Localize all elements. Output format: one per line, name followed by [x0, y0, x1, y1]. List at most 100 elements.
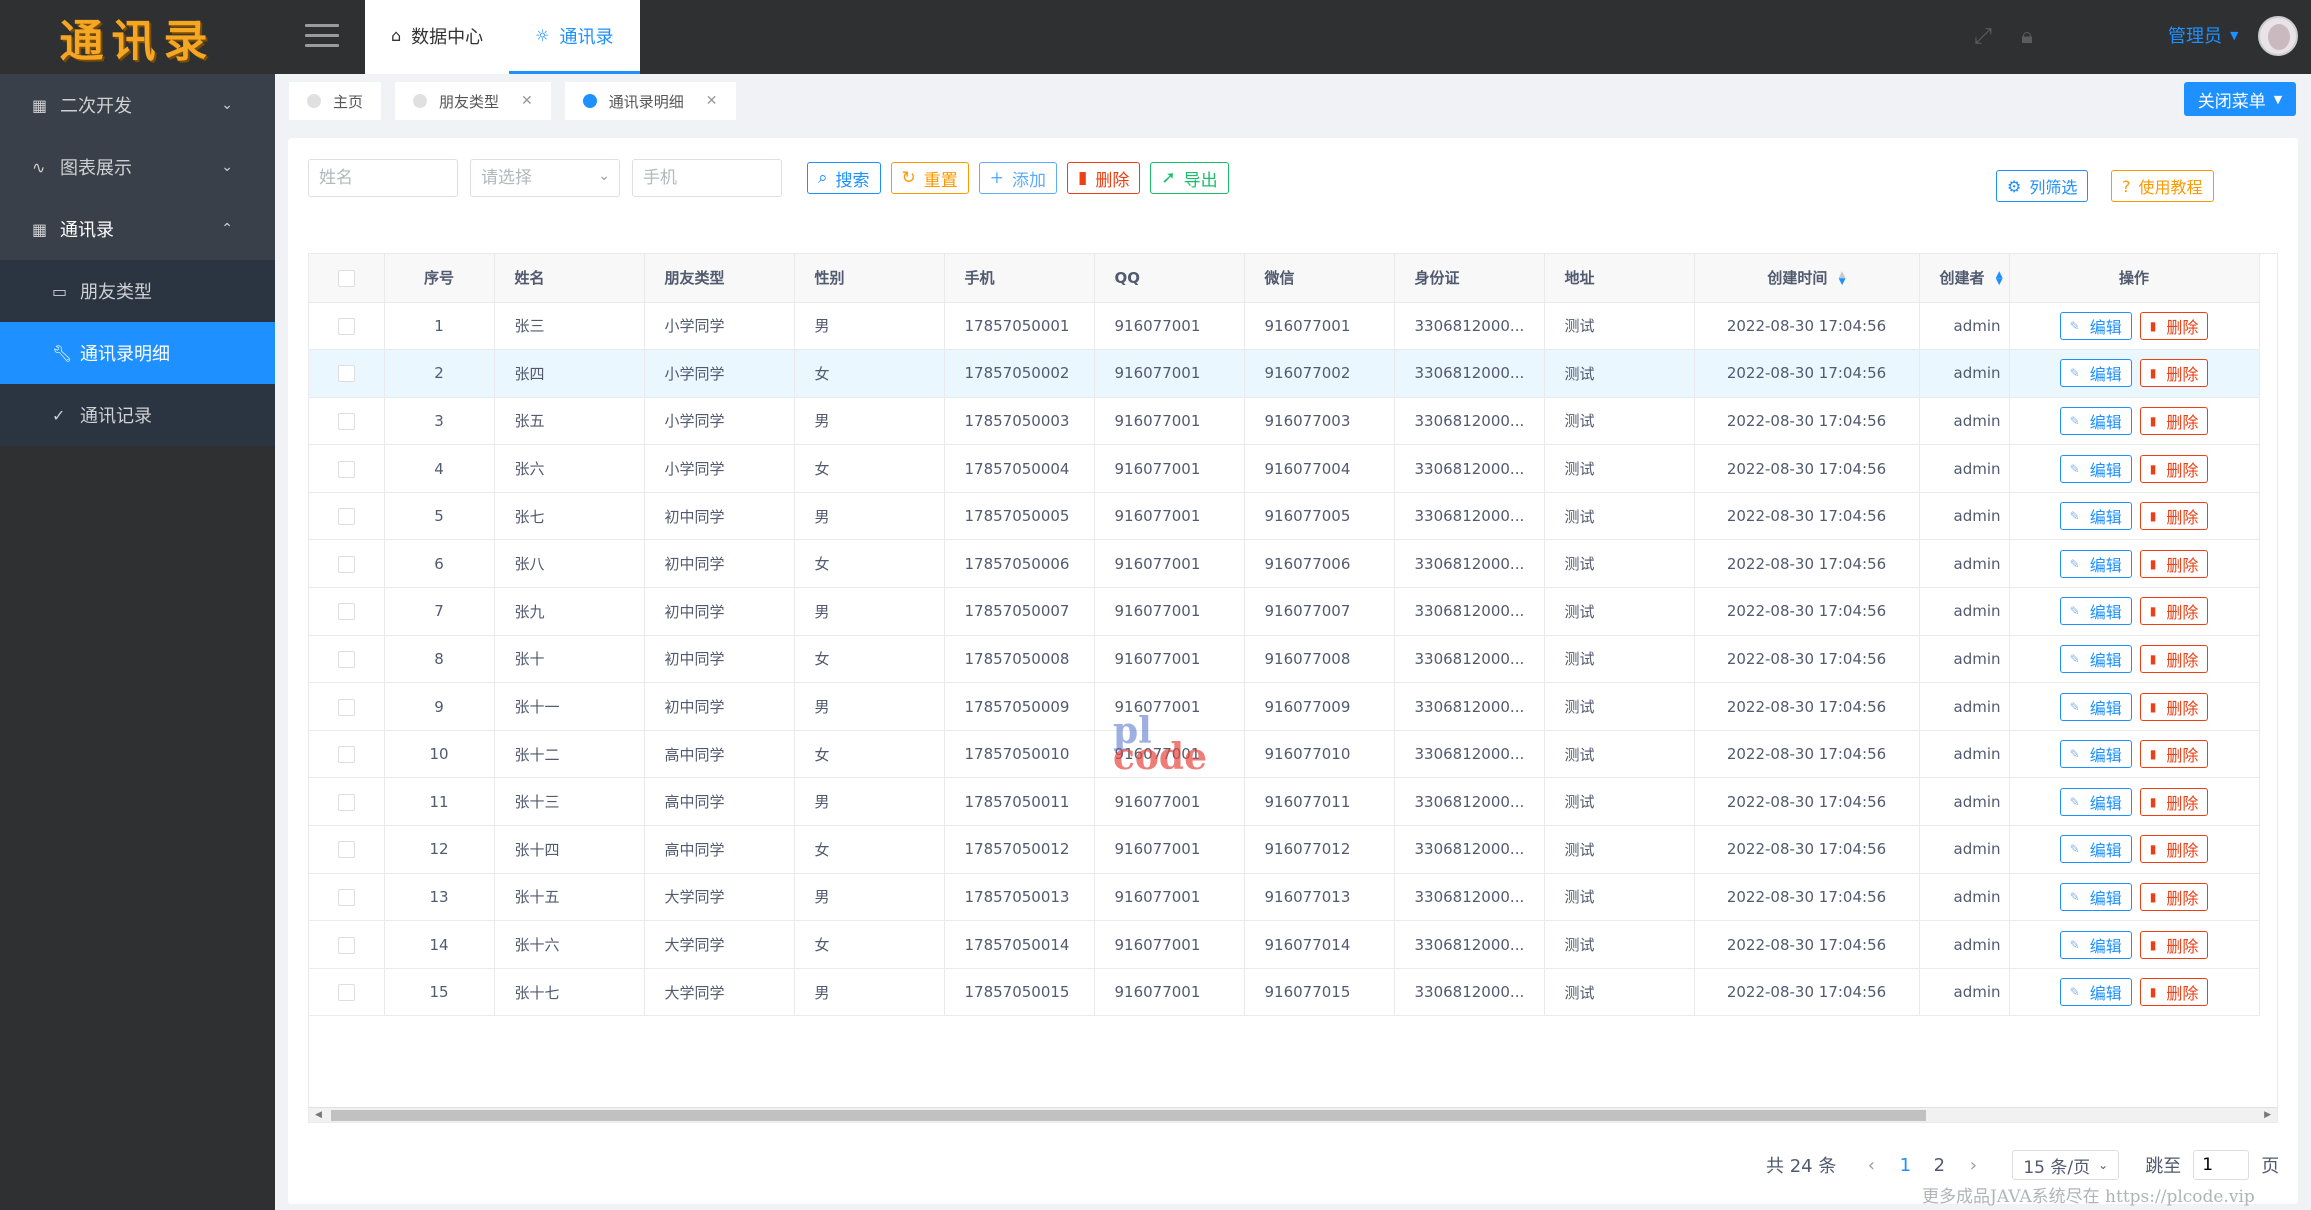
sidebar-item-call-records[interactable]: ✓ 通讯记录 — [0, 384, 275, 446]
delete-button[interactable]: ▮ 删除 — [2139, 882, 2209, 911]
table-row[interactable]: 1 张三 小学同学男 17857050001 916077001 916077001 330… — [309, 302, 2260, 351]
row-checkbox[interactable] — [337, 888, 355, 906]
row-checkbox[interactable] — [337, 841, 355, 859]
edit-button[interactable]: ✎ 编辑 — [2059, 502, 2132, 531]
page-size-select[interactable]: 15 条/页 ⌄ — [2012, 1150, 2120, 1180]
select-all-checkbox[interactable] — [337, 269, 355, 287]
edit-button[interactable]: ✎ 编辑 — [2059, 644, 2132, 673]
table-row[interactable]: 12 张十四 高中同学女 17857050012 916077001 916077012 3… — [309, 825, 2260, 874]
row-checkbox[interactable] — [337, 746, 355, 764]
table-row[interactable]: 5 张七 初中同学男 17857050005 916077001 916077005 330… — [309, 492, 2260, 541]
column-filter-button[interactable]: ⚙ 列筛选 — [1996, 170, 2089, 202]
close-icon[interactable]: ✕ — [521, 93, 533, 109]
col-header-created-time[interactable]: 创建时间 ▲ ▼ — [1694, 254, 1920, 303]
delete-button[interactable]: ▮ 删除 — [2139, 502, 2209, 531]
name-input[interactable] — [308, 159, 458, 197]
fullscreen-icon[interactable]: ⤢ — [1974, 24, 1992, 49]
edit-button[interactable]: ✎ 编辑 — [2059, 740, 2132, 769]
export-button[interactable]: ➚ 导出 — [1150, 162, 1229, 194]
sort-icon[interactable]: ▲ ▼ — [1995, 269, 2003, 287]
scrollbar-thumb[interactable] — [331, 1110, 1926, 1121]
sort-icon[interactable]: ▲ ▼ — [1838, 269, 1846, 287]
sidebar-item-contacts[interactable]: ▦ 通讯录 ⌃ — [0, 198, 275, 260]
edit-button[interactable]: ✎ 编辑 — [2059, 978, 2132, 1007]
row-checkbox[interactable] — [337, 508, 355, 526]
row-checkbox[interactable] — [337, 650, 355, 668]
delete-button[interactable]: ▮ 删除 — [2139, 406, 2209, 435]
table-row[interactable]: 14 张十六 大学同学女 17857050014 916077001 916077014 3… — [309, 920, 2260, 969]
delete-button[interactable]: ▮ 删除 — [2139, 644, 2209, 673]
add-button[interactable]: + 添加 — [978, 162, 1058, 194]
row-checkbox[interactable] — [337, 365, 355, 383]
table-row[interactable]: 8 张十 初中同学女 17857050008 916077001 916077008 330… — [309, 635, 2260, 684]
horizontal-scrollbar[interactable]: ◀ ▶ — [309, 1107, 2277, 1122]
delete-button[interactable]: ▮ 删除 — [2139, 978, 2209, 1007]
edit-button[interactable]: ✎ 编辑 — [2059, 597, 2132, 626]
row-checkbox[interactable] — [337, 936, 355, 954]
row-checkbox[interactable] — [337, 317, 355, 335]
reset-button[interactable]: ↻ 重置 — [890, 162, 969, 194]
friend-type-select[interactable]: ⌄ — [470, 159, 620, 197]
tutorial-button[interactable]: ? 使用教程 — [2111, 170, 2214, 202]
delete-button[interactable]: ▮ 删除 — [2139, 359, 2209, 388]
lock-icon[interactable]: 🔒︎ — [2021, 24, 2033, 49]
page-2[interactable]: 2 — [1933, 1154, 1946, 1176]
sidebar-item-charts[interactable]: ∿ 图表展示 ⌄ — [0, 136, 275, 198]
table-row[interactable]: 7 张九 初中同学男 17857050007 916077001 916077007 330… — [309, 587, 2260, 636]
table-row[interactable]: 15 张十七 大学同学男 17857050015 916077001 916077015 3… — [309, 968, 2260, 1017]
delete-button[interactable]: ▮ 删除 — [2139, 930, 2209, 959]
row-checkbox[interactable] — [337, 698, 355, 716]
delete-button[interactable]: ▮ 删除 — [2139, 787, 2209, 816]
table-row[interactable]: 6 张八 初中同学女 17857050006 916077001 916077006 330… — [309, 539, 2260, 589]
search-button[interactable]: ⌕ 搜索 — [807, 162, 881, 194]
jump-page-input[interactable] — [2193, 1150, 2250, 1180]
phone-input[interactable] — [632, 159, 782, 197]
table-row[interactable]: 10 张十二 高中同学女 17857050010 916077001 916077010 3… — [309, 730, 2260, 779]
table-row[interactable]: 13 张十五 大学同学男 17857050013 916077001 916077013 3… — [309, 873, 2260, 922]
page-tab-home[interactable]: 主页 — [289, 82, 382, 120]
col-header-creator[interactable]: 创建者 ▲ ▼ — [1919, 254, 2010, 303]
page-tab-contact-detail[interactable]: 通讯录明细 ✕ — [564, 82, 736, 120]
sidebar-item-contact-detail[interactable]: 🔧︎ 通讯录明细 — [0, 322, 275, 384]
next-page-icon[interactable]: › — [1969, 1154, 1977, 1176]
row-checkbox[interactable] — [337, 460, 355, 478]
table-row[interactable]: 9 张十一 初中同学男 17857050009 916077001 916077009 33… — [309, 682, 2260, 731]
scroll-left-icon[interactable]: ◀ — [315, 1110, 322, 1120]
avatar[interactable] — [2258, 16, 2298, 56]
scroll-right-icon[interactable]: ▶ — [2264, 1110, 2271, 1120]
edit-button[interactable]: ✎ 编辑 — [2059, 311, 2132, 340]
edit-button[interactable]: ✎ 编辑 — [2059, 549, 2132, 578]
delete-button[interactable]: ▮ 删除 — [2139, 311, 2209, 340]
sidebar-item-secondary-dev[interactable]: ▦ 二次开发 ⌄ — [0, 74, 275, 136]
table-row[interactable]: 4 张六 小学同学女 17857050004 916077001 916077004 330… — [309, 444, 2260, 493]
table-row[interactable]: 11 张十三 高中同学男 17857050011 916077001 916077011 3… — [309, 777, 2260, 827]
friend-type-select-input[interactable] — [470, 159, 620, 197]
delete-button[interactable]: ▮ 删除 — [2139, 692, 2209, 721]
edit-button[interactable]: ✎ 编辑 — [2059, 930, 2132, 959]
row-checkbox[interactable] — [337, 555, 355, 573]
batch-delete-button[interactable]: ▮ 删除 — [1067, 162, 1141, 194]
row-checkbox[interactable] — [337, 412, 355, 430]
sidebar-item-friend-type[interactable]: ▭ 朋友类型 — [0, 260, 275, 322]
menu-toggle-icon[interactable] — [305, 24, 339, 50]
delete-button[interactable]: ▮ 删除 — [2139, 454, 2209, 483]
edit-button[interactable]: ✎ 编辑 — [2059, 454, 2132, 483]
tab-contacts[interactable]: ☼ 通讯录 — [509, 0, 640, 74]
row-checkbox[interactable] — [337, 603, 355, 621]
delete-button[interactable]: ▮ 删除 — [2139, 549, 2209, 578]
edit-button[interactable]: ✎ 编辑 — [2059, 882, 2132, 911]
edit-button[interactable]: ✎ 编辑 — [2059, 359, 2132, 388]
page-tab-friend-type[interactable]: 朋友类型 ✕ — [395, 82, 551, 120]
edit-button[interactable]: ✎ 编辑 — [2059, 406, 2132, 435]
edit-button[interactable]: ✎ 编辑 — [2059, 787, 2132, 816]
row-checkbox[interactable] — [337, 984, 355, 1002]
delete-button[interactable]: ▮ 删除 — [2139, 835, 2209, 864]
table-row[interactable]: 3 张五 小学同学男 17857050003 916077001 916077003 330… — [309, 397, 2260, 446]
page-1[interactable]: 1 — [1899, 1154, 1912, 1176]
delete-button[interactable]: ▮ 删除 — [2139, 740, 2209, 769]
prev-page-icon[interactable]: ‹ — [1867, 1154, 1875, 1176]
row-checkbox[interactable] — [337, 793, 355, 811]
edit-button[interactable]: ✎ 编辑 — [2059, 835, 2132, 864]
user-menu[interactable]: 管理员 ▼ — [2168, 22, 2238, 48]
tab-data-center[interactable]: ⌂ 数据中心 — [365, 0, 509, 74]
